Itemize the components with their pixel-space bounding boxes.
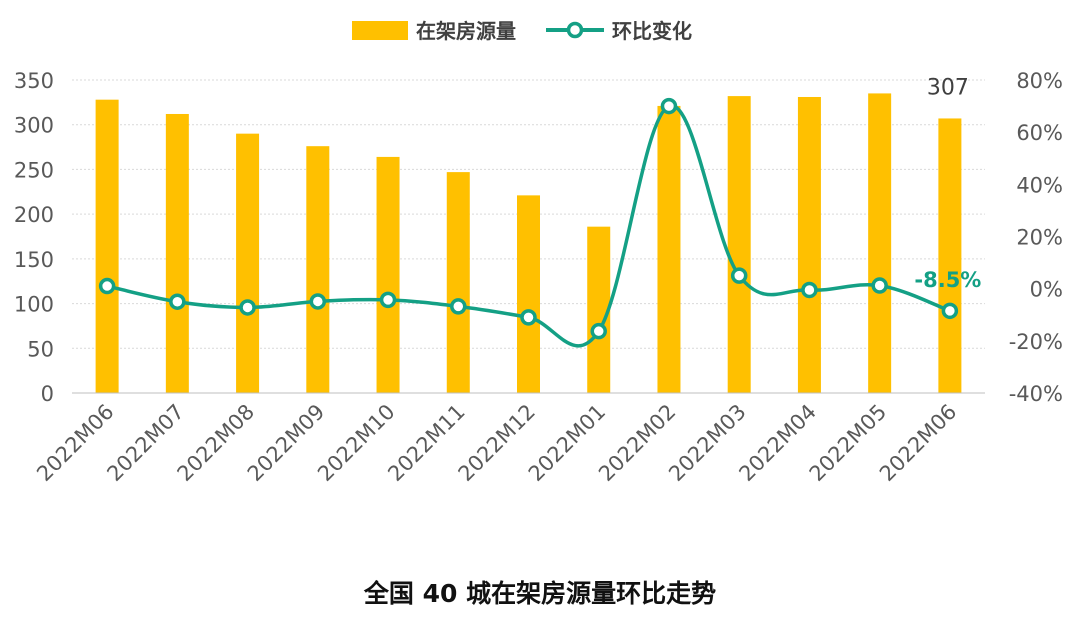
x-tick-label: 2022M06 xyxy=(875,400,961,486)
line-marker xyxy=(379,291,397,309)
legend-bar-label: 在架房源量 xyxy=(416,19,516,43)
y-left-tick-label: 150 xyxy=(14,248,54,272)
line-marker xyxy=(730,267,748,284)
line-series xyxy=(98,97,959,348)
y-right-tick-label: 20% xyxy=(1016,226,1063,250)
bar xyxy=(517,195,540,393)
y-left-tick-label: 300 xyxy=(14,114,54,138)
y-left-tick-label: 350 xyxy=(14,69,54,93)
y-right-tick-label: 40% xyxy=(1016,173,1063,197)
bar xyxy=(165,113,189,394)
bar xyxy=(95,99,119,393)
y-axis-left: 0 50 100 150 200 250 300 350 xyxy=(14,69,54,406)
line-marker xyxy=(590,322,607,340)
bar xyxy=(587,226,611,393)
y-right-tick-label: 60% xyxy=(1016,121,1063,145)
y-right-tick-label: -20% xyxy=(1009,330,1063,354)
y-left-tick-label: 0 xyxy=(41,382,54,406)
line-marker xyxy=(98,277,116,295)
line-marker xyxy=(169,293,186,310)
bar xyxy=(236,133,260,393)
bar xyxy=(938,118,962,393)
line-marker xyxy=(941,302,959,320)
line-marker xyxy=(801,281,818,299)
line-marker xyxy=(660,97,678,115)
y-right-tick-label: 80% xyxy=(1016,69,1063,93)
bar-data-label: 307 xyxy=(927,75,969,100)
bar xyxy=(797,96,821,394)
bar xyxy=(446,172,470,393)
y-axis-right: -40% -20% 0% 20% 40% 60% 80% xyxy=(1009,69,1063,406)
y-left-tick-label: 100 xyxy=(14,293,54,317)
line-marker xyxy=(871,277,888,294)
y-left-tick-label: 250 xyxy=(14,158,54,182)
data-labels: 307 -8.5% xyxy=(914,75,981,291)
x-axis: 2022M062022M072022M082022M092022M102022M… xyxy=(32,400,961,486)
line-path xyxy=(106,104,951,348)
y-left-tick-label: 50 xyxy=(27,337,54,361)
line-data-label: -8.5% xyxy=(914,268,981,292)
y-right-tick-label: 0% xyxy=(1030,278,1063,302)
chart: 在架房源量 环比变化 0 50 100 150 200 250 300 350 -40% -20… xyxy=(14,19,1063,486)
legend: 在架房源量 环比变化 xyxy=(352,19,692,43)
bar xyxy=(376,156,400,393)
y-right-tick-label: -40% xyxy=(1009,382,1063,406)
line-marker xyxy=(239,299,256,316)
line-marker xyxy=(520,309,537,326)
bar xyxy=(306,146,330,393)
legend-line-label: 环比变化 xyxy=(612,19,692,43)
bar xyxy=(657,105,681,393)
chart-caption: 全国 40 城在架房源量环比走势 xyxy=(363,579,717,608)
legend-bar-swatch xyxy=(352,21,408,40)
y-left-tick-label: 200 xyxy=(14,203,54,227)
bar-series xyxy=(95,93,962,394)
line-marker xyxy=(309,293,327,310)
bar xyxy=(868,93,892,394)
legend-line-marker xyxy=(566,21,584,39)
bar xyxy=(727,96,751,394)
line-marker xyxy=(450,298,467,315)
